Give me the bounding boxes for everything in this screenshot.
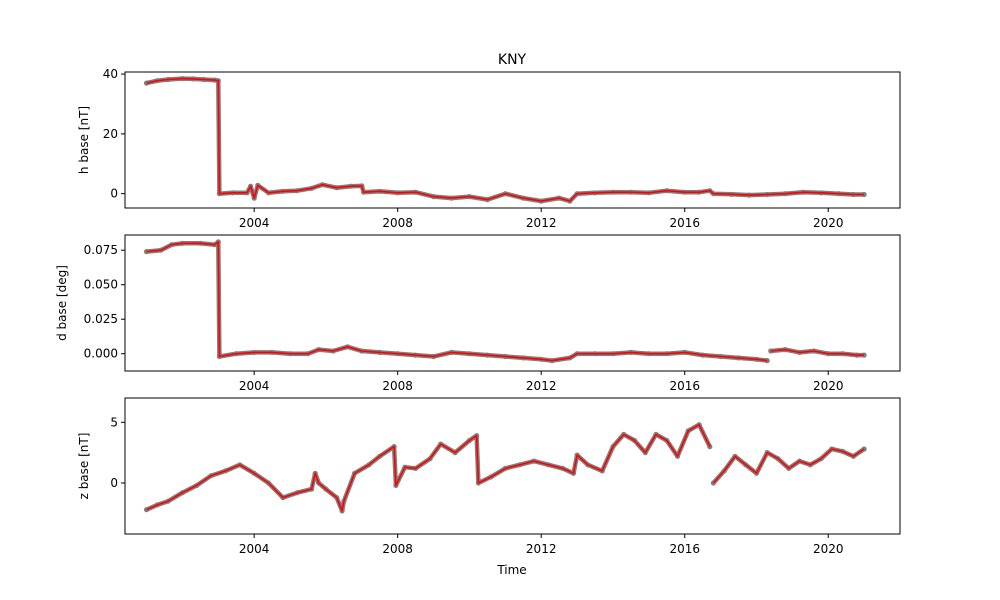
z-base-y-axis-label: z base [nT]: [77, 433, 91, 500]
d-base-axes-frame: [124, 234, 901, 372]
z-base-x-tick-label: 2008: [382, 542, 413, 556]
d-base-y-tick-label: 0.000: [84, 347, 118, 361]
h-base-series-0-marker-trace: [144, 76, 867, 204]
z-base-series-0-line: [146, 423, 711, 512]
h-base-x-tick-label: 2008: [382, 216, 413, 230]
h-base-y-axis-label: h base [nT]: [77, 106, 91, 174]
z-base-x-tick-label: 2004: [239, 542, 270, 556]
h-base-series-0-line: [146, 77, 865, 202]
h-base-y-tick-label: 20: [103, 127, 118, 141]
z-base-series-1-line: [712, 448, 865, 484]
d-base-x-tick-label: 2004: [239, 379, 270, 393]
h-base-y-tick-label: 40: [103, 67, 118, 81]
h-base-panel: 0 20 40 2004 2008 2012 2016 2020 h base [nT]: [77, 67, 901, 230]
d-base-series-1-line: [770, 348, 865, 356]
z-base-x-tick-label: 2016: [669, 542, 700, 556]
chart-title: KNY: [498, 52, 527, 68]
x-axis-label: Time: [496, 563, 526, 577]
d-base-series-0-line: [146, 241, 768, 362]
d-base-y-tick-label: 0.050: [84, 278, 118, 292]
z-base-x-tick-label: 2020: [813, 542, 844, 556]
d-base-x-tick-label: 2020: [813, 379, 844, 393]
h-base-x-tick-label: 2012: [526, 216, 557, 230]
h-base-x-tick-label: 2004: [239, 216, 270, 230]
d-base-y-tick-label: 0.025: [84, 312, 118, 326]
d-base-series-0-marker-trace: [144, 239, 770, 363]
d-base-x-tick-label: 2016: [669, 379, 700, 393]
z-base-axes-frame: [124, 397, 901, 535]
d-base-y-axis-label: d base [deg]: [55, 265, 69, 341]
z-base-y-tick-label: 0: [110, 476, 118, 490]
z-base-x-tick-label: 2012: [526, 542, 557, 556]
h-base-axes-frame: [124, 71, 901, 209]
d-base-point: [764, 358, 770, 364]
d-base-x-tick-label: 2008: [382, 379, 413, 393]
h-base-y-tick-label: 0: [110, 187, 118, 201]
h-base-x-tick-label: 2020: [813, 216, 844, 230]
d-base-panel: 0.000 0.025 0.050 0.075 2004 2008 2012 2016 2020…: [55, 234, 901, 393]
h-base-x-tick-label: 2016: [669, 216, 700, 230]
d-base-y-tick-label: 0.075: [84, 243, 118, 257]
d-base-x-tick-label: 2012: [526, 379, 557, 393]
z-base-y-tick-label: 5: [110, 415, 118, 429]
z-base-panel: 0 5 2004 2008 2012 2016 2020 z base [nT]: [77, 397, 901, 556]
